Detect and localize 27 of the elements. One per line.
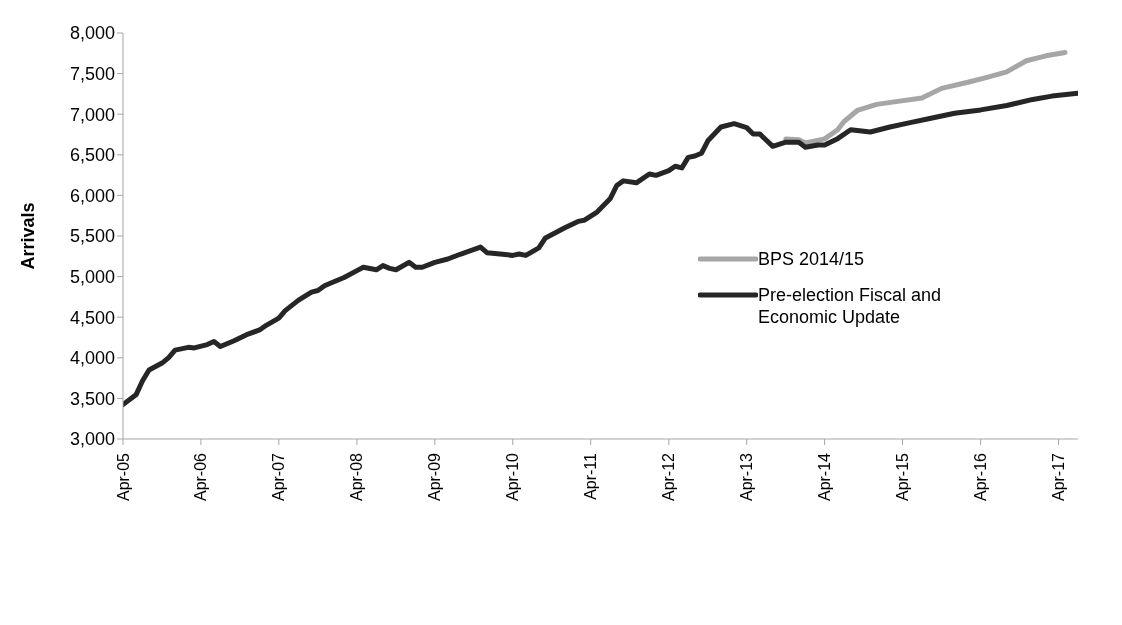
y-tick-label: 6,000 <box>69 185 115 206</box>
x-tick-label: Apr-10 <box>504 452 522 502</box>
x-tick-label: Apr-12 <box>660 452 678 502</box>
x-tick-label: Apr-15 <box>894 452 912 502</box>
x-tick-label: Apr-05 <box>114 452 132 502</box>
x-tick-label: Apr-17 <box>1050 452 1068 502</box>
x-tick-label: Apr-16 <box>972 452 990 502</box>
y-axis-title: Arrivals <box>18 202 39 270</box>
x-tick-label: Apr-13 <box>738 452 756 502</box>
y-tick-label: 4,500 <box>69 307 115 328</box>
x-tick-label: Apr-14 <box>816 452 834 502</box>
x-tick-label: Apr-07 <box>270 452 288 502</box>
y-tick-label: 3,500 <box>69 388 115 409</box>
y-tick-label: 8,000 <box>69 23 115 44</box>
y-tick-label: 6,500 <box>69 145 115 166</box>
y-tick-label: 7,000 <box>69 104 115 125</box>
y-tick-label: 5,000 <box>69 266 115 287</box>
x-tick-label: Apr-08 <box>348 452 366 502</box>
legend-label: BPS 2014/15 <box>758 248 865 270</box>
x-tick-label: Apr-11 <box>582 452 600 500</box>
y-tick-label: 3,000 <box>69 429 115 450</box>
legend-label: Pre-election Fiscal and Economic Update <box>758 284 943 328</box>
x-tick-label: Apr-06 <box>192 452 210 502</box>
x-tick-label: Apr-09 <box>426 452 444 502</box>
y-tick-label: 7,500 <box>69 63 115 84</box>
y-tick-label: 4,000 <box>69 348 115 369</box>
y-tick-label: 5,500 <box>69 226 115 247</box>
